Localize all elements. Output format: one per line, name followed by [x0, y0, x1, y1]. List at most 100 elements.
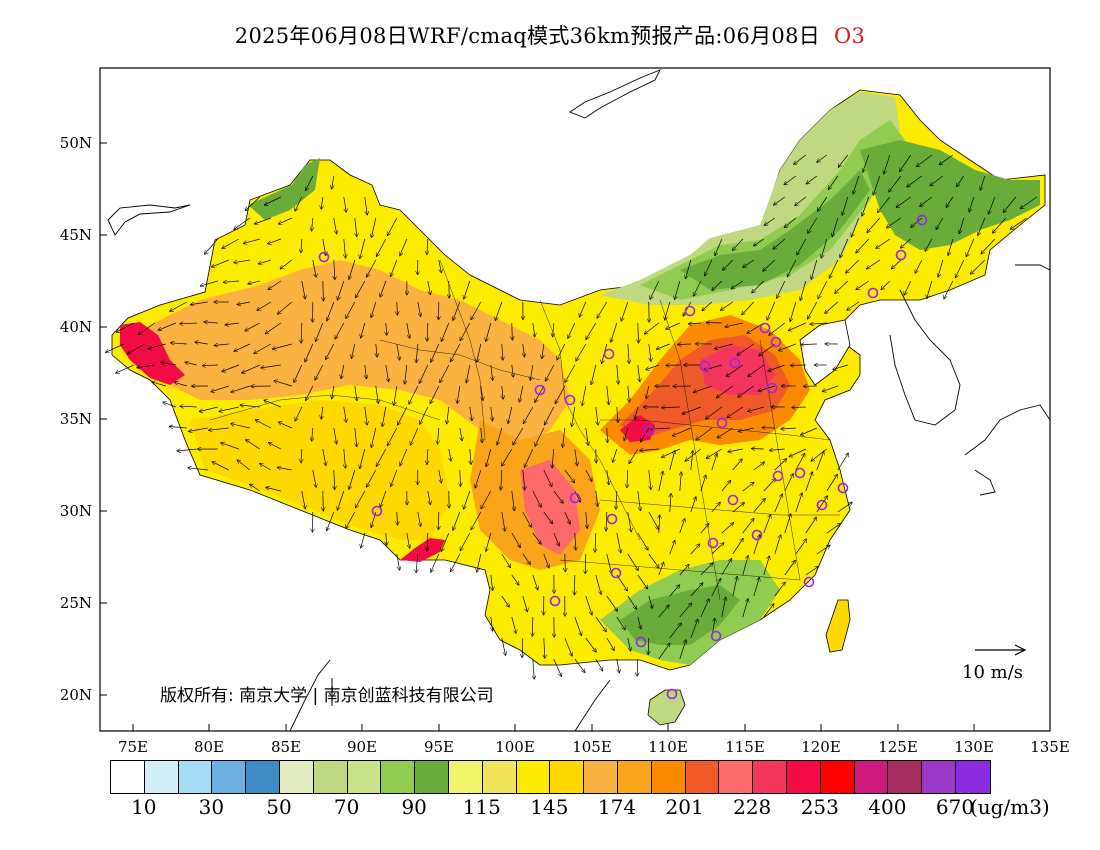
wind-arrow — [205, 238, 219, 254]
title-text: 2025年06月08日WRF/cmaq模式36km预报产品:06月08日 — [234, 24, 821, 48]
wind-arrow — [438, 259, 441, 273]
legend-swatch — [854, 761, 889, 793]
wind-arrow — [742, 301, 755, 315]
wind-arrow — [441, 322, 450, 341]
wind-arrow — [742, 599, 748, 618]
wind-arrow — [491, 574, 493, 590]
wind-arrow — [564, 511, 570, 524]
wind-arrow — [137, 364, 155, 368]
wind-arrow — [867, 259, 881, 269]
wind-arrow — [376, 448, 387, 466]
legend-label: 70 — [333, 795, 360, 819]
wind-arrow — [394, 385, 398, 405]
wind-arrow — [380, 490, 387, 507]
wind-arrow — [576, 343, 587, 361]
wind-arrow — [481, 385, 483, 400]
wind-arrow — [466, 364, 471, 383]
wind-arrow — [546, 364, 555, 381]
wind-arrow — [430, 385, 440, 403]
wind-arrow — [416, 343, 418, 362]
wind-arrow — [532, 532, 541, 544]
legend-label: 670 — [935, 795, 975, 819]
wind-arrow — [637, 532, 648, 550]
sakhalin-coastline — [1015, 264, 1050, 271]
wind-arrow — [222, 364, 239, 372]
legend-swatch — [482, 761, 517, 793]
wind-arrow — [607, 469, 609, 485]
wind-arrow — [728, 448, 743, 452]
wind-arrow — [295, 406, 303, 421]
wind-arrow — [224, 281, 239, 282]
wind-arrow — [784, 175, 797, 185]
wind-arrow — [475, 469, 482, 488]
wind-arrow — [335, 322, 345, 339]
wind-arrow — [946, 196, 954, 207]
wind-arrow — [356, 280, 366, 298]
taiwan-island — [825, 599, 851, 653]
legend-swatch — [786, 761, 821, 793]
wind-arrow — [638, 322, 639, 343]
wind-arrow — [523, 406, 534, 424]
wind-arrow — [606, 511, 607, 531]
wind-arrow — [682, 406, 701, 414]
korea-coastline — [889, 289, 961, 426]
wind-arrow — [447, 406, 449, 424]
legend-label: 253 — [800, 795, 839, 819]
wind-arrow — [451, 343, 461, 362]
wind-arrow — [386, 322, 387, 335]
wind-arrow — [346, 511, 356, 528]
wind-arrow — [334, 259, 335, 279]
legend-swatch — [111, 761, 145, 793]
lat-label: 30N — [59, 502, 92, 520]
wind-arrow — [700, 475, 706, 492]
wind-arrow — [826, 524, 841, 534]
wind-arrow — [237, 460, 251, 471]
legend-label: 201 — [665, 795, 704, 819]
wind-arrow — [451, 553, 461, 572]
wind-arrow — [686, 259, 692, 279]
wind-arrow — [582, 385, 587, 405]
wind-arrow — [856, 238, 870, 253]
wind-arrow — [948, 238, 954, 255]
lon-label: 135E — [1030, 738, 1070, 756]
legend-swatch — [685, 761, 720, 793]
wind-arrow — [767, 301, 776, 320]
wind-arrow — [427, 448, 428, 464]
wind-arrow — [312, 259, 316, 277]
wind-arrow — [501, 511, 505, 531]
wind-arrow — [234, 259, 250, 263]
wind-arrow — [651, 428, 670, 429]
city-marker — [867, 287, 879, 299]
wind-arrow — [502, 448, 513, 466]
wind-arrow — [805, 472, 812, 492]
wind-arrow — [497, 427, 503, 445]
hotspot-hebei — [700, 345, 775, 395]
wind-arrow — [777, 280, 786, 298]
legend-swatch — [415, 761, 449, 793]
wind-arrow — [502, 385, 503, 399]
wind-arrow — [731, 280, 744, 289]
wind-arrow — [900, 154, 912, 171]
wind-arrow — [321, 406, 323, 419]
wind-arrow — [410, 427, 419, 445]
wind-arrow — [491, 406, 493, 421]
red-zone-sichuan — [520, 460, 580, 555]
wind-arrow — [295, 196, 303, 211]
wind-arrow — [726, 364, 744, 376]
wind-arrow — [907, 175, 923, 187]
legend-swatch — [584, 761, 618, 793]
wind-arrow — [595, 406, 598, 425]
city-marker — [794, 467, 806, 479]
hotspot-kashgar — [120, 322, 185, 385]
wind-arrow — [753, 462, 764, 471]
wind-arrow — [530, 364, 534, 380]
city-marker — [318, 251, 330, 263]
wind-arrow — [188, 468, 208, 471]
wind-arrow — [244, 238, 260, 243]
wind-arrow — [689, 323, 701, 324]
wind-arrow — [981, 238, 996, 254]
wind-arrow — [333, 217, 337, 234]
wind-arrow — [574, 616, 582, 635]
wind-arrow — [116, 364, 134, 373]
wind-arrow — [501, 637, 506, 655]
